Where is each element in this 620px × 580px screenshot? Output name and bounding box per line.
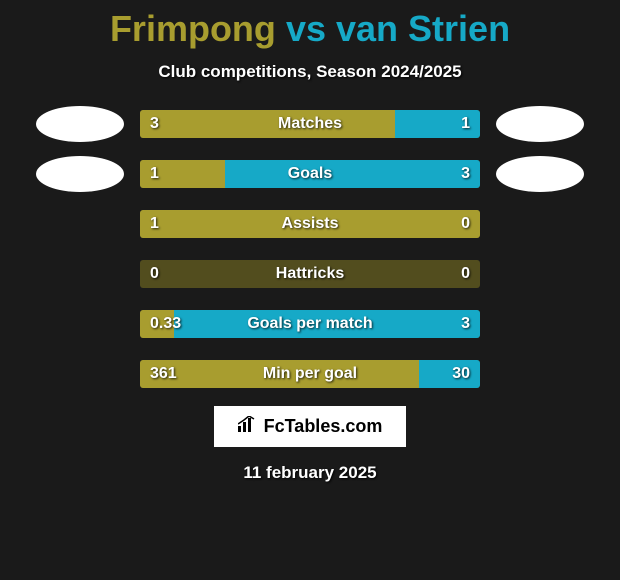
stat-bar: 1 3 Goals [140,160,480,188]
stat-row: 0 0 Hattricks [36,256,584,292]
stat-value-left: 1 [150,215,159,233]
bar-left [140,110,395,138]
stat-value-left: 1 [150,165,159,183]
avatar-spacer [496,356,584,392]
stat-label: Hattricks [276,265,344,283]
stat-value-right: 3 [461,165,470,183]
avatar-spacer [36,306,124,342]
avatar-spacer [36,206,124,242]
stat-bar: 3 1 Matches [140,110,480,138]
stat-label: Min per goal [263,365,357,383]
avatar-spacer [496,256,584,292]
stats-area: 3 1 Matches 1 3 Goals 1 0 Assists 0 0 Hattricks 0.33… [36,106,584,392]
title-vs: vs [286,8,326,49]
player1-avatar [36,106,124,142]
title-player1: Frimpong [110,8,276,49]
watermark: FcTables.com [214,406,407,447]
date: 11 february 2025 [243,463,376,483]
stat-row: 1 3 Goals [36,156,584,192]
comparison-chart: Frimpong vs van Strien Club competitions… [0,0,620,580]
stat-value-right: 3 [461,315,470,333]
stat-value-left: 361 [150,365,177,383]
title-player2: van Strien [336,8,510,49]
subtitle: Club competitions, Season 2024/2025 [158,62,461,82]
stat-bar: 0 0 Hattricks [140,260,480,288]
stat-label: Goals [288,165,332,183]
stat-value-left: 0 [150,265,159,283]
stat-row: 1 0 Assists [36,206,584,242]
stat-row: 3 1 Matches [36,106,584,142]
stat-label: Matches [278,115,342,133]
avatar-spacer [496,206,584,242]
stat-label: Assists [282,215,339,233]
watermark-text: FcTables.com [264,416,383,437]
avatar-spacer [36,356,124,392]
page-title: Frimpong vs van Strien [110,8,510,50]
bar-right [419,360,480,388]
bar-right [225,160,480,188]
player2-avatar [496,156,584,192]
avatar-spacer [36,256,124,292]
avatar-spacer [496,306,584,342]
player2-avatar [496,106,584,142]
stat-label: Goals per match [247,315,372,333]
stat-bar: 1 0 Assists [140,210,480,238]
stat-row: 0.33 3 Goals per match [36,306,584,342]
stat-value-left: 3 [150,115,159,133]
stat-value-right: 0 [461,265,470,283]
stat-value-right: 1 [461,115,470,133]
stat-value-right: 0 [461,215,470,233]
bars-icon [238,416,258,437]
stat-bar: 0.33 3 Goals per match [140,310,480,338]
stat-row: 361 30 Min per goal [36,356,584,392]
stat-bar: 361 30 Min per goal [140,360,480,388]
player1-avatar [36,156,124,192]
stat-value-right: 30 [452,365,470,383]
stat-value-left: 0.33 [150,315,181,333]
